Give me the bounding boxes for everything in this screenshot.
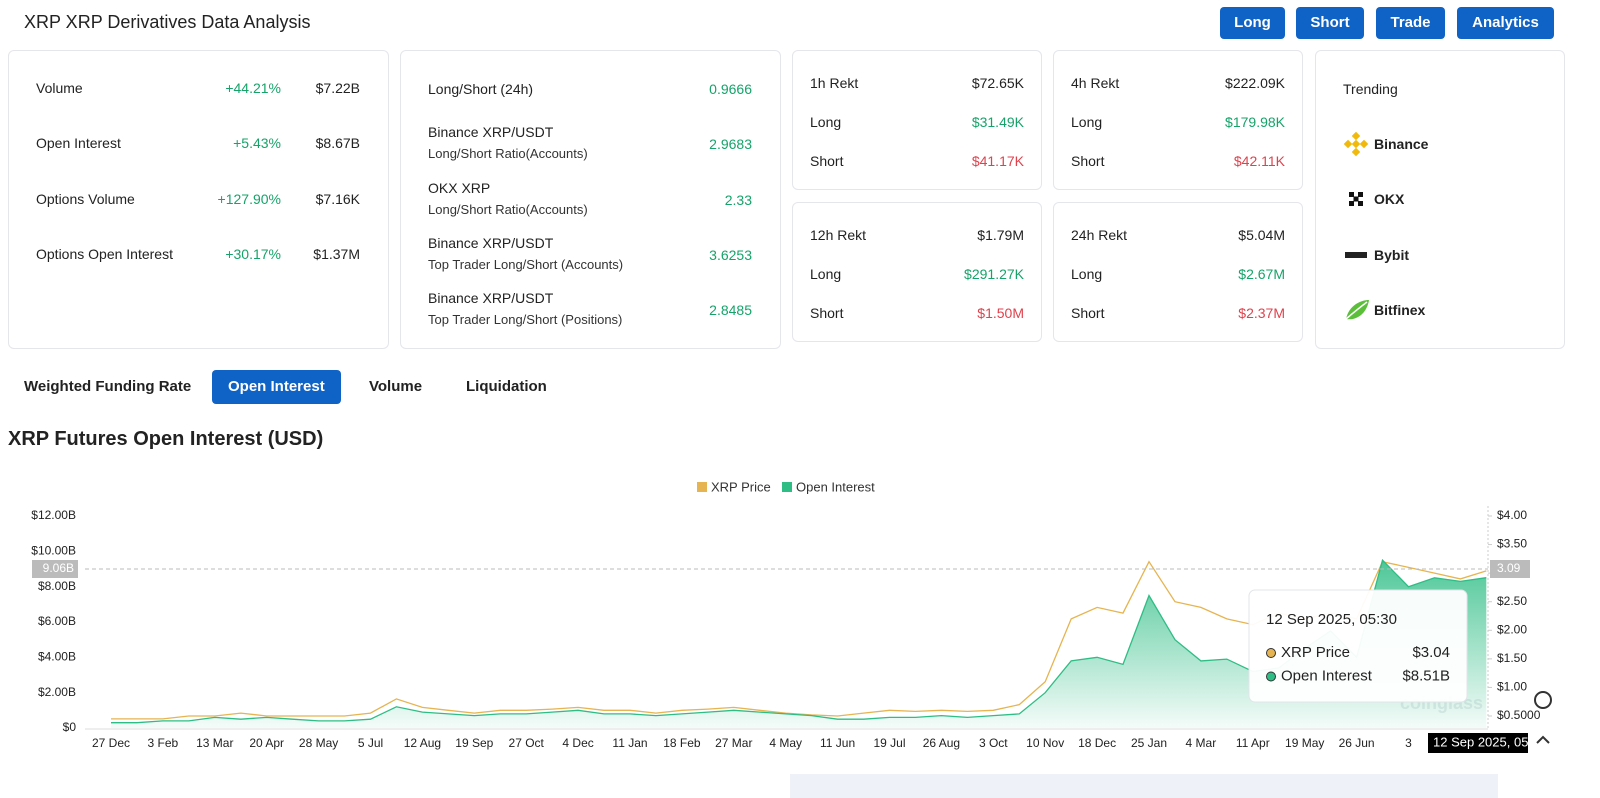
- y-tick-label: $2.00B: [38, 685, 76, 699]
- y-tick-label: $6.00B: [38, 614, 76, 628]
- x-tick-label: 27 Dec: [92, 736, 130, 750]
- y2-tick-label: $1.00: [1497, 680, 1527, 694]
- settings-button[interactable]: [1535, 692, 1551, 708]
- x-tick-label: 25 Jan: [1131, 736, 1167, 750]
- tooltip-dot: [1267, 672, 1276, 681]
- x-tick-label: 3 Oct: [979, 736, 1008, 750]
- x-tick-label: 4 Dec: [562, 736, 593, 750]
- x-tick-label: 18 Feb: [663, 736, 701, 750]
- y-tick-label: $8.00B: [38, 579, 76, 593]
- x-tick-label: 10 Nov: [1026, 736, 1064, 750]
- y-tick-label: $4.00B: [38, 650, 76, 664]
- x-tick-label: 12 Aug: [404, 736, 441, 750]
- y2-tick-label: $3.50: [1497, 537, 1527, 551]
- x-tick-label: 28 May: [299, 736, 338, 750]
- crosshair-x-label: 12 Sep 2025, 05: [1433, 734, 1528, 749]
- x-tick-label: 19 Sep: [455, 736, 493, 750]
- x-tick-label: 13 Mar: [196, 736, 233, 750]
- y2-tick-label: $1.50: [1497, 651, 1527, 665]
- crosshair-y2-label: 3.09: [1497, 561, 1521, 575]
- legend-swatch: [697, 482, 707, 492]
- x-tick-label: 5 Jul: [358, 736, 383, 750]
- tooltip-dot: [1267, 649, 1276, 658]
- x-tick-label: 18 Dec: [1078, 736, 1116, 750]
- x-tick-label: 27 Oct: [509, 736, 545, 750]
- x-tick-label: 11 Jan: [612, 736, 647, 750]
- x-tick-label: 19 Jul: [873, 736, 905, 750]
- y2-tick-label: $2.50: [1497, 594, 1527, 608]
- y2-tick-label: $4.00: [1497, 508, 1527, 522]
- x-tick-label: 4 Mar: [1186, 736, 1217, 750]
- tooltip-title: 12 Sep 2025, 05:30: [1266, 611, 1397, 628]
- x-tick-label: 3 Feb: [148, 736, 179, 750]
- y-tick-label: $12.00B: [31, 508, 76, 522]
- x-tick-label: 19 May: [1285, 736, 1324, 750]
- x-tick-label: 4 May: [769, 736, 802, 750]
- x-tick-label: 11 Jun: [820, 736, 855, 750]
- y2-tick-label: $0.5000: [1497, 708, 1541, 722]
- x-tick-label: 11 Apr: [1236, 736, 1270, 750]
- legend-label[interactable]: XRP Price: [711, 479, 771, 494]
- tooltip-value: $3.04: [1412, 644, 1450, 661]
- crosshair-y-label: 9.06B: [43, 561, 74, 575]
- y2-tick-label: $2.00: [1497, 622, 1527, 636]
- x-tick-label: 20 Apr: [249, 736, 284, 750]
- tooltip-name: Open Interest: [1281, 667, 1373, 684]
- navigator[interactable]: [790, 774, 1498, 798]
- x-tick-label: 27 Mar: [715, 736, 752, 750]
- x-tick-label: 26 Jun: [1339, 736, 1375, 750]
- y-tick-label: $0: [63, 720, 77, 734]
- tooltip-value: $8.51B: [1402, 667, 1450, 684]
- y-tick-label: $10.00B: [31, 544, 76, 558]
- tooltip-name: XRP Price: [1281, 644, 1350, 661]
- x-tick-label: 26 Aug: [923, 736, 960, 750]
- scroll-top-button[interactable]: [1537, 737, 1549, 743]
- legend-swatch: [782, 482, 792, 492]
- x-tick-label: 3: [1405, 736, 1412, 750]
- legend-label[interactable]: Open Interest: [796, 479, 875, 494]
